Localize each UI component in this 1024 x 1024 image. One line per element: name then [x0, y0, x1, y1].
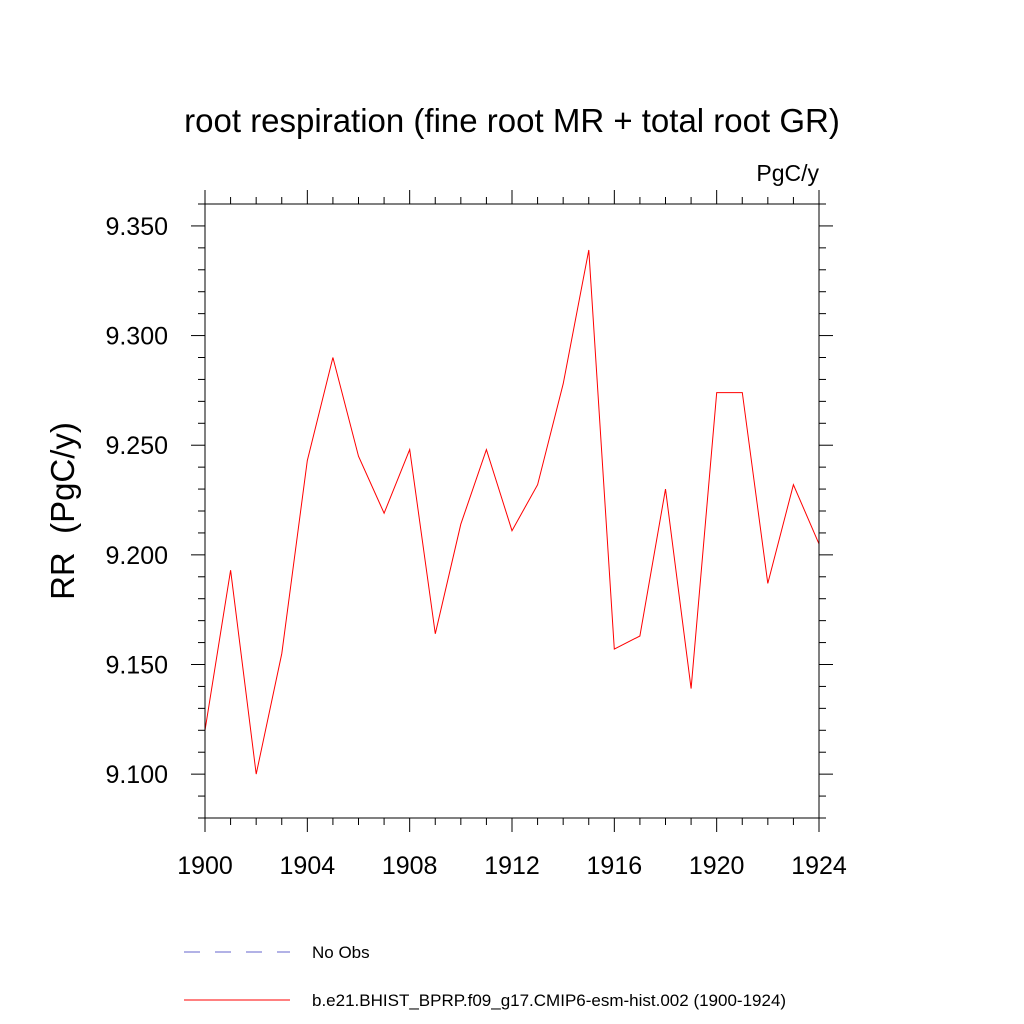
- x-tick-label: 1924: [791, 852, 847, 880]
- legend-label: No Obs: [312, 943, 370, 962]
- minor-ticks: [198, 197, 826, 825]
- plot-area: [191, 190, 833, 832]
- x-tick-label: 1904: [280, 852, 336, 880]
- x-tick-label: 1908: [382, 852, 438, 880]
- series-group: [204, 249, 820, 775]
- x-tick-label: 1912: [484, 852, 540, 880]
- legend-label: b.e21.BHIST_BPRP.f09_g17.CMIP6-esm-hist.…: [312, 991, 786, 1010]
- y-tick-label: 9.100: [105, 761, 168, 789]
- legend: No Obs b.e21.BHIST_BPRP.f09_g17.CMIP6-esm…: [184, 943, 786, 1010]
- y-tick-label: 9.200: [105, 542, 168, 570]
- x-tick-label: 1920: [689, 852, 745, 880]
- y-tick-label: 9.300: [105, 323, 168, 351]
- chart-title: root respiration (fine root MR + total r…: [184, 102, 840, 139]
- units-label: PgC/y: [756, 160, 819, 186]
- y-tick-label: 9.350: [105, 213, 168, 241]
- y-tick-label: 9.150: [105, 652, 168, 680]
- x-tick-label: 1900: [177, 852, 233, 880]
- major-ticks: [191, 190, 833, 832]
- y-tick-label: 9.250: [105, 432, 168, 460]
- plot-frame: [204, 203, 820, 819]
- y-axis-label: RR (PgC/y): [44, 422, 81, 600]
- x-tick-label: 1916: [587, 852, 643, 880]
- series-line: [204, 249, 820, 775]
- y-tick-labels: 9.100 9.150 9.200 9.250 9.300 9.350: [105, 213, 168, 789]
- x-tick-labels: 1900 1904 1908 1912 1916 1920 1924: [177, 852, 847, 880]
